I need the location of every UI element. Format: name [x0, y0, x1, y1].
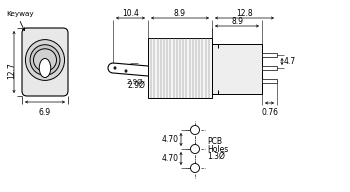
Ellipse shape	[26, 40, 64, 80]
Bar	[262, 79, 277, 83]
Text: 1.3Ø: 1.3Ø	[208, 151, 225, 161]
Text: 0.76: 0.76	[261, 108, 278, 117]
FancyBboxPatch shape	[22, 28, 68, 96]
Text: Keyway: Keyway	[6, 11, 34, 17]
Text: 4.70: 4.70	[162, 154, 179, 163]
Text: 2.9Ø: 2.9Ø	[127, 79, 144, 85]
Text: 12.8: 12.8	[236, 9, 253, 18]
Text: 2.9Ø: 2.9Ø	[127, 80, 145, 89]
Bar	[212, 44, 262, 94]
Ellipse shape	[34, 49, 56, 71]
Ellipse shape	[30, 45, 60, 75]
Text: 4.70: 4.70	[162, 135, 179, 144]
Text: 12.7: 12.7	[7, 62, 16, 79]
Text: 10.4: 10.4	[122, 9, 139, 18]
Bar	[148, 38, 212, 98]
Text: 8.9: 8.9	[231, 17, 243, 26]
Text: 4.7: 4.7	[284, 57, 296, 66]
Text: 8.9: 8.9	[174, 9, 186, 18]
Text: PCB: PCB	[208, 137, 223, 146]
Bar	[262, 66, 277, 70]
Text: Holes: Holes	[208, 145, 229, 153]
Ellipse shape	[39, 59, 51, 78]
Text: 6.9: 6.9	[39, 108, 51, 117]
Bar	[262, 53, 277, 57]
